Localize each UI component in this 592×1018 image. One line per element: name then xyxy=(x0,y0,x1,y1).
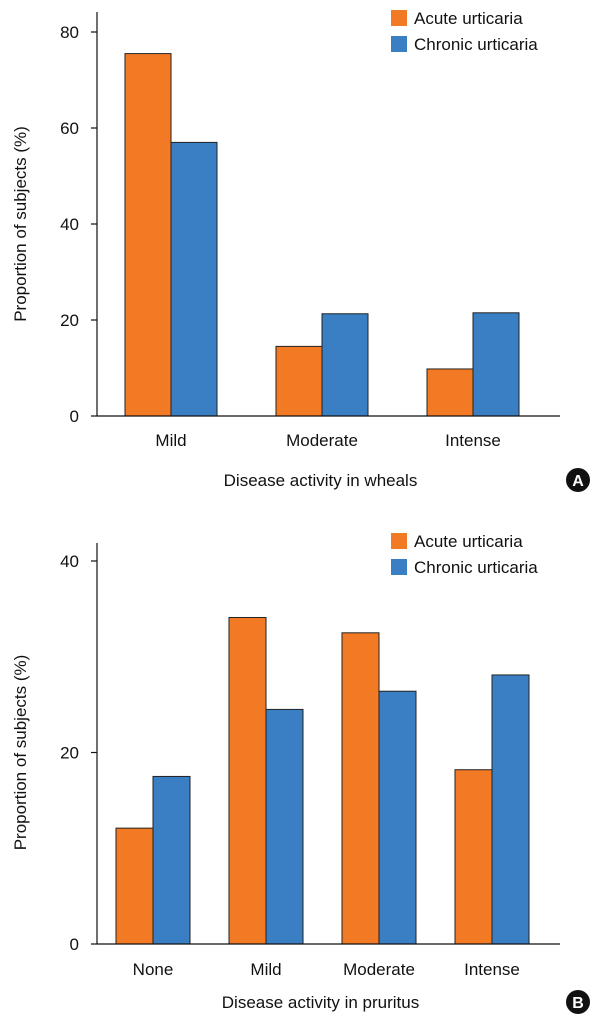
legend-swatch-chronic-urticaria xyxy=(391,36,407,52)
legend-label-chronic-urticaria: Chronic urticaria xyxy=(414,558,538,577)
bar-chronic-urticaria-intense xyxy=(472,312,520,417)
x-axis-title: Disease activity in wheals xyxy=(224,471,418,490)
panel-label-b: B xyxy=(572,995,584,1012)
legend-swatch-chronic-urticaria xyxy=(391,559,407,575)
y-tick-label-20: 20 xyxy=(60,311,79,330)
legend-swatch-acute-urticaria xyxy=(391,10,407,26)
bar-chronic-urticaria-moderate xyxy=(378,690,417,945)
bar-chronic-urticaria-intense xyxy=(491,674,530,945)
bar-chronic-urticaria-moderate xyxy=(321,313,369,417)
bar-acute-urticaria-mild xyxy=(228,616,267,945)
bar-chronic-urticaria-mild xyxy=(265,708,304,945)
bar-acute-urticaria-moderate xyxy=(275,345,323,417)
y-tick-label-60: 60 xyxy=(60,119,79,138)
bar-chronic-urticaria-none xyxy=(152,775,191,945)
x-tick-label-intense: Intense xyxy=(445,431,501,450)
x-tick-label-mild: Mild xyxy=(155,431,186,450)
bar-acute-urticaria-none xyxy=(115,827,154,945)
chart-panel-b: None Mild Moderate Intense 0 20 40 Disease acti… xyxy=(11,532,590,1014)
x-axis-title: Disease activity in pruritus xyxy=(222,993,419,1012)
y-tick-label-40: 40 xyxy=(60,552,79,571)
bar-acute-urticaria-mild xyxy=(124,53,172,417)
y-tick-label-40: 40 xyxy=(60,215,79,234)
x-tick-label-moderate: Moderate xyxy=(286,431,358,450)
panel-badge-a xyxy=(566,468,590,492)
bar-chronic-urticaria-mild xyxy=(170,141,218,417)
y-axis-title: Proportion of subjects (%) xyxy=(11,655,30,851)
x-tick-label-mild: Mild xyxy=(250,960,281,979)
y-axis-title: Proportion of subjects (%) xyxy=(11,126,30,322)
legend-label-acute-urticaria: Acute urticaria xyxy=(414,532,523,551)
panel-badge-b xyxy=(566,990,590,1014)
y-tick-label-0: 0 xyxy=(70,407,79,426)
legend-swatch-acute-urticaria xyxy=(391,533,407,549)
y-tick-label-80: 80 xyxy=(60,23,79,42)
bar-acute-urticaria-intense xyxy=(426,368,474,417)
legend-label-chronic-urticaria: Chronic urticaria xyxy=(414,35,538,54)
panel-label-a: A xyxy=(572,473,584,490)
legend-label-acute-urticaria: Acute urticaria xyxy=(414,9,523,28)
bar-acute-urticaria-intense xyxy=(454,769,493,945)
chart-panel-a: Mild Moderate Intense 0 20 40 60 80 Disease acti… xyxy=(11,9,590,492)
y-tick-label-0: 0 xyxy=(70,935,79,954)
x-tick-label-none: None xyxy=(133,960,174,979)
x-tick-label-intense: Intense xyxy=(464,960,520,979)
x-tick-label-moderate: Moderate xyxy=(343,960,415,979)
bar-acute-urticaria-moderate xyxy=(341,632,380,945)
y-tick-label-20: 20 xyxy=(60,744,79,763)
